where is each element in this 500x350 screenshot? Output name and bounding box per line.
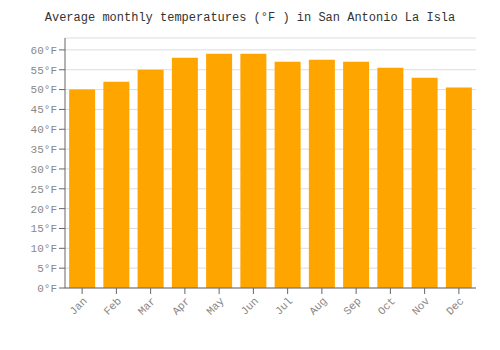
svg-text:40°F: 40°F (31, 124, 57, 136)
svg-text:Nov: Nov (410, 295, 433, 318)
svg-text:Dec: Dec (444, 295, 466, 317)
svg-text:5°F: 5°F (37, 263, 57, 275)
svg-text:60°F: 60°F (31, 45, 57, 57)
svg-text:Jul: Jul (273, 295, 295, 317)
svg-text:Jan: Jan (67, 295, 89, 317)
svg-text:55°F: 55°F (31, 65, 57, 77)
svg-text:15°F: 15°F (31, 223, 57, 235)
svg-text:May: May (204, 295, 227, 318)
svg-text:50°F: 50°F (31, 84, 57, 96)
svg-text:10°F: 10°F (31, 243, 57, 255)
svg-text:Mar: Mar (136, 295, 158, 317)
svg-text:35°F: 35°F (31, 144, 57, 156)
svg-text:Sep: Sep (341, 295, 363, 317)
svg-text:Aug: Aug (307, 295, 329, 317)
svg-text:Jun: Jun (239, 295, 261, 317)
svg-text:20°F: 20°F (31, 204, 57, 216)
svg-text:Oct: Oct (376, 295, 398, 317)
svg-text:Apr: Apr (170, 295, 192, 317)
svg-text:45°F: 45°F (31, 104, 57, 116)
svg-text:30°F: 30°F (31, 164, 57, 176)
html-text:Average monthly temperatures (: Average monthly temperatures (°F ) in Sa… (44, 11, 456, 25)
svg-text:Feb: Feb (102, 295, 124, 317)
svg-text:25°F: 25°F (31, 184, 57, 196)
svg-text:0°F: 0°F (37, 283, 57, 295)
